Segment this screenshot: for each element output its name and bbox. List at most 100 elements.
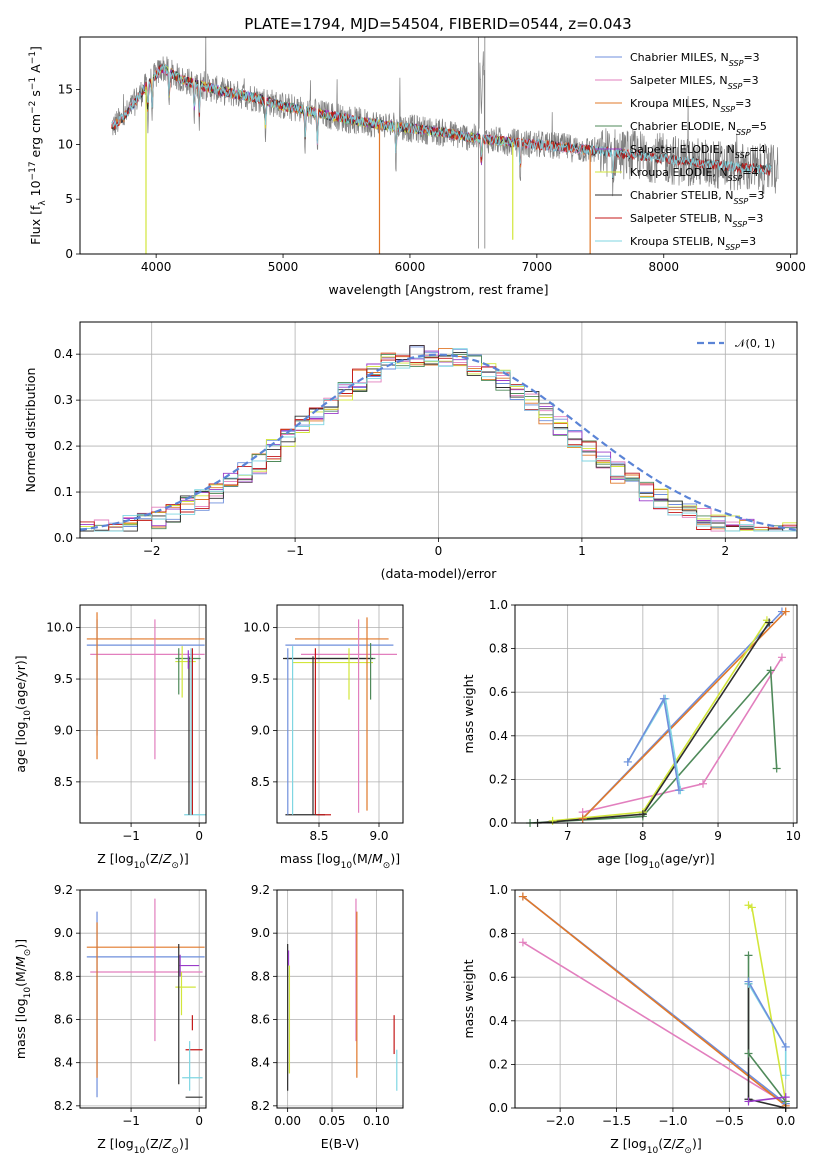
x-tick-label: 6000 xyxy=(395,260,426,274)
legend-label: Chabrier STELIB, NSSP=3 xyxy=(630,189,764,206)
weight-marker xyxy=(766,666,775,675)
x-tick-label: −2 xyxy=(143,544,161,558)
y-tick-label: 8.4 xyxy=(251,1056,270,1070)
x-tick-label: 10 xyxy=(786,829,801,843)
weight-marker xyxy=(518,938,527,947)
spectrum-model-kroupa-stelib xyxy=(111,62,772,178)
x-tick-label: −1.5 xyxy=(602,1114,631,1128)
x-tick-label: 5000 xyxy=(268,260,299,274)
x-tick-label: 8 xyxy=(639,829,647,843)
plot-area xyxy=(522,895,787,1108)
x-axis-label: mass [log10(M/M⊙)] xyxy=(280,851,400,871)
x-tick-label: 0.00 xyxy=(274,1114,301,1128)
weight-marker xyxy=(518,892,527,901)
legend-label-normal: 𝒩(0, 1) xyxy=(735,337,775,350)
spectrum-data xyxy=(111,37,779,197)
y-tick-label: 0.0 xyxy=(489,816,508,830)
x-tick-label: 9000 xyxy=(775,260,806,274)
weight-marker xyxy=(744,1049,753,1058)
legend-label: Salpeter MILES, NSSP=3 xyxy=(630,74,759,91)
y-tick-label: 0.6 xyxy=(489,970,508,984)
y-tick-label: 0.3 xyxy=(54,393,73,407)
y-tick-label: 10.0 xyxy=(243,621,270,635)
x-tick-label: −1 xyxy=(286,544,304,558)
y-tick-label: 9.0 xyxy=(54,926,73,940)
y-tick-label: 9.2 xyxy=(251,883,270,897)
weight-marker xyxy=(659,694,668,703)
y-axis-label: mass [log10(M/M⊙)] xyxy=(13,939,33,1059)
x-axis-label: Z [log10(Z/Z⊙)] xyxy=(97,851,188,871)
y-tick-label: 8.2 xyxy=(54,1099,73,1113)
weight-line-salpeter-elodie xyxy=(748,1096,786,1103)
y-tick-label: 8.4 xyxy=(54,1056,73,1070)
legend-label: Salpeter ELODIE, NSSP=4 xyxy=(630,143,766,160)
y-tick-label: 0.4 xyxy=(54,347,73,361)
y-tick-label: 0.0 xyxy=(54,531,73,545)
plot-area xyxy=(86,898,205,1098)
axes-mass_weight_vs_Z: −2.0 −1.5 −1.0 −0.5 0.0 0.0 0.2 0.4 0.6 0.8 1.0 Z [… xyxy=(461,883,798,1156)
axes-age_vs_Z: −1 0 8.5 9.0 9.5 10.0 Z [log10(Z/Z⊙)] age [log1… xyxy=(13,604,207,871)
plot-area xyxy=(111,37,779,254)
weight-line-kroupa-elodie xyxy=(748,904,787,1102)
y-tick-label: 0 xyxy=(65,247,73,261)
y-tick-label: 10 xyxy=(58,137,73,151)
legend-label: Chabrier ELODIE, NSSP=5 xyxy=(630,120,767,137)
y-tick-label: 8.6 xyxy=(251,1013,270,1027)
weight-marker xyxy=(747,903,756,912)
y-tick-label: 8.5 xyxy=(54,775,73,789)
x-tick-label: 9 xyxy=(714,829,722,843)
x-axis-label: Z [log10(Z/Z⊙)] xyxy=(97,1136,188,1156)
weight-marker xyxy=(777,653,786,662)
y-tick-label: 0.2 xyxy=(489,772,508,786)
y-tick-label: 0.4 xyxy=(489,729,508,743)
axes-frame xyxy=(79,604,207,824)
x-tick-label: 8.5 xyxy=(309,829,328,843)
y-tick-label: 0.8 xyxy=(489,927,508,941)
x-tick-label: −1.0 xyxy=(658,1114,687,1128)
y-tick-label: 5 xyxy=(65,192,73,206)
legend-label: Kroupa STELIB, NSSP=3 xyxy=(630,235,756,252)
x-tick-label: 1 xyxy=(578,544,586,558)
x-axis-label: Z [log10(Z/Z⊙)] xyxy=(610,1136,701,1156)
x-tick-label: 9.0 xyxy=(369,829,388,843)
x-tick-label: 2 xyxy=(721,544,729,558)
weight-line-chabrier-stelib xyxy=(537,621,770,823)
x-axis-label: E(B-V) xyxy=(321,1136,360,1151)
y-tick-label: 0.1 xyxy=(54,485,73,499)
y-tick-label: 9.0 xyxy=(251,723,270,737)
histogram-salpeter-stelib xyxy=(80,355,797,532)
weight-marker xyxy=(781,1042,790,1051)
y-tick-label: 8.5 xyxy=(251,775,270,789)
x-tick-label: 0.10 xyxy=(363,1114,390,1128)
figure-title: PLATE=1794, MJD=54504, FIBERID=0544, z=0… xyxy=(244,15,631,33)
axes-frame xyxy=(514,889,798,1109)
plot-area xyxy=(529,610,787,823)
y-tick-label: 0.0 xyxy=(489,1101,508,1115)
x-axis-label: age [log10(age/yr)] xyxy=(597,851,714,871)
x-tick-label: 0.0 xyxy=(776,1114,795,1128)
weight-marker xyxy=(548,816,557,825)
y-axis-label: mass weight xyxy=(461,959,476,1038)
axes-frame xyxy=(79,889,207,1109)
weight-marker xyxy=(623,757,632,766)
y-tick-label: 9.0 xyxy=(54,723,73,737)
weight-marker xyxy=(781,1093,790,1102)
y-axis-label: age [log10(age/yr)] xyxy=(13,655,33,772)
axes-mass_vs_Z: −1 0 8.2 8.4 8.6 8.8 9.0 9.2 Z [log10(Z/Z⊙)] mass… xyxy=(13,883,207,1156)
weight-marker xyxy=(781,1071,790,1080)
y-tick-label: 8.2 xyxy=(251,1099,270,1113)
weight-marker xyxy=(744,977,753,986)
legend-label: Salpeter STELIB, NSSP=3 xyxy=(630,212,763,229)
x-tick-label: −1 xyxy=(122,1114,140,1128)
weight-marker xyxy=(638,810,647,819)
y-tick-label: 0.2 xyxy=(54,439,73,453)
y-axis-label: Normed distribution xyxy=(23,368,38,493)
x-axis-label: (data-model)/error xyxy=(381,566,498,581)
axes-frame xyxy=(276,604,404,824)
weight-line-kroupa-miles xyxy=(522,895,787,1107)
y-tick-label: 9.0 xyxy=(251,926,270,940)
spectrum-legend: Chabrier MILES, NSSP=3 Salpeter MILES, NS… xyxy=(595,51,767,252)
axes-frame xyxy=(514,604,798,824)
weight-marker xyxy=(744,1097,753,1106)
